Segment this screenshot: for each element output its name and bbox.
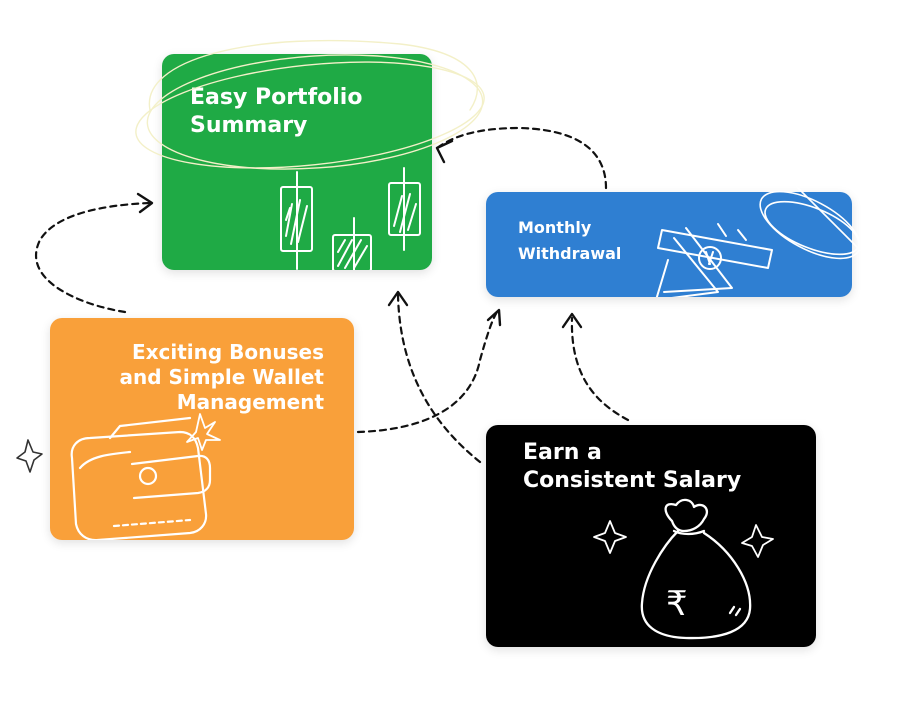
- monthly-withdrawal-card: Monthly Withdrawal: [486, 192, 852, 297]
- sparkle-icon: [741, 524, 774, 558]
- arrow-bonuses-to-withdrawal: [356, 310, 499, 434]
- bonuses-wallet-title-line-3: Management: [176, 390, 324, 414]
- bonuses-wallet-card: Exciting Bonuses and Simple Wallet Manag…: [50, 318, 354, 540]
- candlestick-chart-icon: [280, 167, 421, 270]
- arrow-bonuses-to-portfolio: [35, 201, 152, 314]
- bonuses-wallet-title-line-2: and Simple Wallet: [119, 365, 325, 389]
- bonuses-wallet-title: Exciting Bonuses and Simple Wallet Manag…: [120, 340, 325, 415]
- wallet-icon: [70, 413, 221, 540]
- cash-withdrawal-icon: [655, 223, 773, 297]
- arrowhead-portfolio-left: [136, 192, 154, 214]
- arrow-salary-to-withdrawal: [570, 316, 630, 422]
- consistent-salary-card: Earn a Consistent Salary ₹: [486, 425, 816, 647]
- sparkle-icon: [16, 439, 43, 473]
- money-bag-icon: ₹: [593, 498, 774, 640]
- sparkle-icon: [593, 520, 627, 554]
- monthly-withdrawal-title-line-1: Monthly: [518, 218, 592, 237]
- arrow-salary-to-portfolio: [396, 293, 482, 464]
- arrowhead-portfolio-bottom: [387, 290, 409, 307]
- monthly-withdrawal-title: Monthly Withdrawal: [518, 215, 621, 266]
- rupee-symbol: ₹: [666, 584, 688, 624]
- consistent-salary-title: Earn a Consistent Salary: [523, 439, 741, 494]
- consistent-salary-title-line-2: Consistent Salary: [523, 467, 742, 493]
- arrowhead-portfolio-right: [435, 139, 454, 164]
- portfolio-summary-card: Easy Portfolio Summary: [162, 54, 432, 270]
- arrowhead-withdrawal-left: [486, 308, 502, 327]
- monthly-withdrawal-title-line-2: Withdrawal: [518, 243, 622, 263]
- arrow-withdrawal-to-portfolio: [435, 126, 608, 190]
- arrowhead-withdrawal-bottom: [561, 312, 583, 329]
- bonuses-wallet-title-line-1: Exciting Bonuses: [131, 340, 324, 364]
- consistent-salary-title-line-1: Earn a: [523, 440, 602, 465]
